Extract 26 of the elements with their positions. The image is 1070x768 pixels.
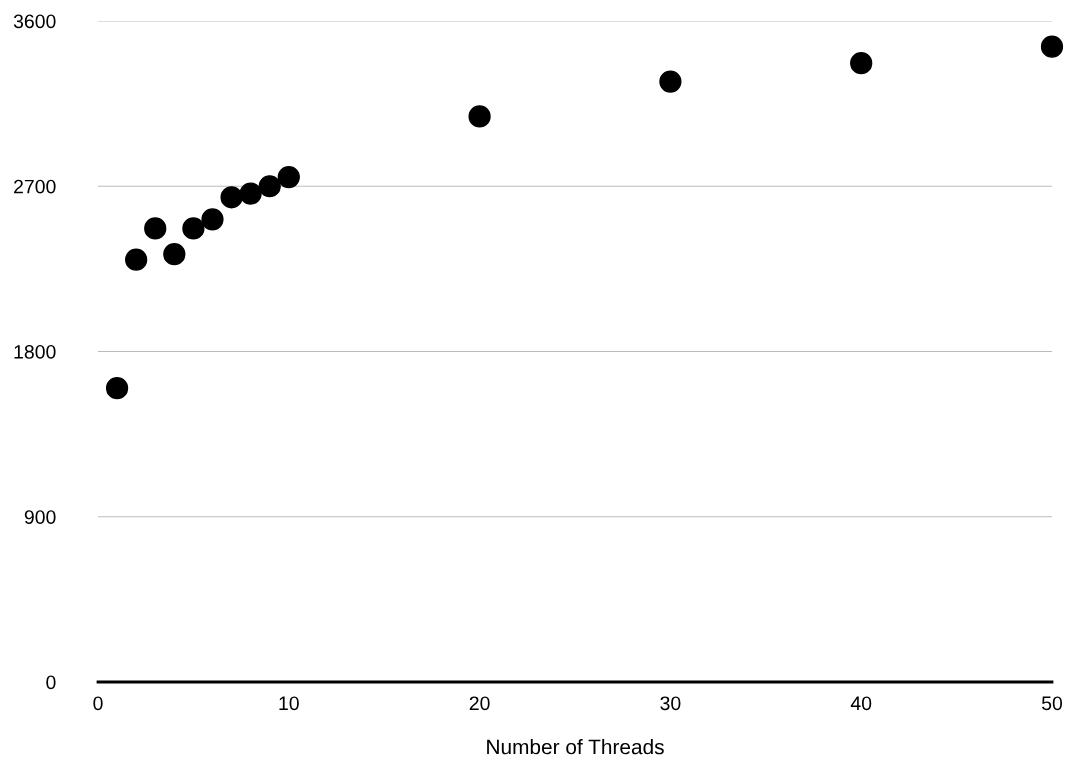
y-tick-label: 900: [24, 510, 56, 524]
point: [468, 105, 491, 128]
point: [239, 182, 262, 205]
x-tick-label: 10: [279, 696, 299, 711]
y-tick-label: 1800: [14, 344, 56, 359]
point: [182, 217, 205, 240]
point: [277, 165, 300, 189]
point: [125, 248, 148, 271]
point: [850, 52, 873, 75]
point: [144, 217, 167, 240]
point: [220, 186, 243, 209]
x-tick-label: 50: [1041, 696, 1063, 711]
x-axis-title: Number of Threads: [487, 739, 664, 755]
point: [163, 243, 186, 266]
y-tick-label: 0: [46, 675, 56, 690]
point: [105, 377, 129, 400]
point: [659, 70, 682, 93]
point: [1040, 35, 1064, 58]
x-tick-label: 30: [660, 696, 681, 711]
x-tick-label: 20: [469, 696, 490, 711]
y-tick-label: 2700: [14, 179, 56, 194]
point: [258, 175, 281, 198]
point: [201, 208, 224, 231]
x-tick-label: 40: [850, 696, 872, 711]
y-tick-label: 3600: [13, 14, 56, 29]
x-tick-label: 0: [93, 696, 103, 711]
